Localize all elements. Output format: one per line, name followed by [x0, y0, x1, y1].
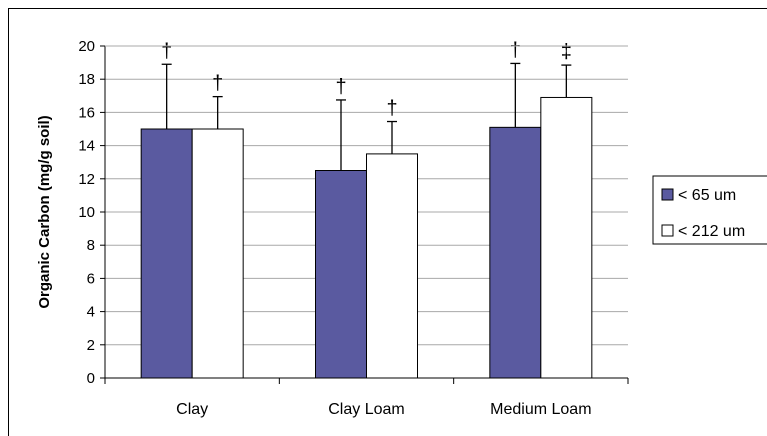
significance-marker: †: [510, 39, 521, 61]
y-tick-label: 18: [78, 71, 95, 88]
bar: [540, 96, 593, 379]
y-tick-label: 4: [87, 304, 95, 321]
significance-marker: †: [161, 40, 172, 62]
bar: [140, 128, 193, 379]
significance-marker: ‡: [561, 41, 572, 63]
y-tick-label: 8: [87, 237, 95, 254]
x-tick-label: Medium Loam: [490, 401, 591, 418]
bars: [140, 96, 593, 379]
y-tick-label: 16: [78, 104, 95, 121]
y-tick-labels: 0 2 4 6 8 10 12 14 16 18 20: [78, 38, 105, 387]
y-tick-label: 6: [87, 270, 95, 287]
y-tick-label: 12: [78, 171, 95, 188]
significance-marker: †: [335, 76, 346, 98]
x-tick-label: Clay: [176, 401, 208, 418]
x-tick-label: Clay Loam: [328, 401, 404, 418]
legend: < 65 um < 212 um: [652, 175, 767, 245]
y-tick-label: 10: [78, 204, 95, 221]
bar: [315, 170, 367, 379]
y-tick-label: 20: [78, 38, 95, 55]
x-tick-labels: Clay Clay Loam Medium Loam: [176, 401, 591, 418]
bar: [366, 153, 418, 379]
y-tick-label: 0: [87, 370, 95, 387]
legend-label: < 212 um: [678, 223, 745, 240]
bar: [489, 126, 542, 379]
significance-marker: †: [212, 73, 223, 95]
y-axis-label: Organic Carbon (mg/g soil): [36, 115, 53, 308]
legend-swatch: [661, 224, 674, 237]
legend-label: < 65 um: [678, 187, 736, 204]
error-bars: [161, 62, 572, 171]
legend-swatch: [661, 188, 674, 201]
significance-markers: † † † † † ‡: [161, 39, 572, 119]
bar: [191, 128, 244, 379]
significance-marker: †: [386, 98, 397, 120]
y-tick-label: 14: [78, 138, 95, 155]
y-tick-label: 2: [87, 337, 95, 354]
